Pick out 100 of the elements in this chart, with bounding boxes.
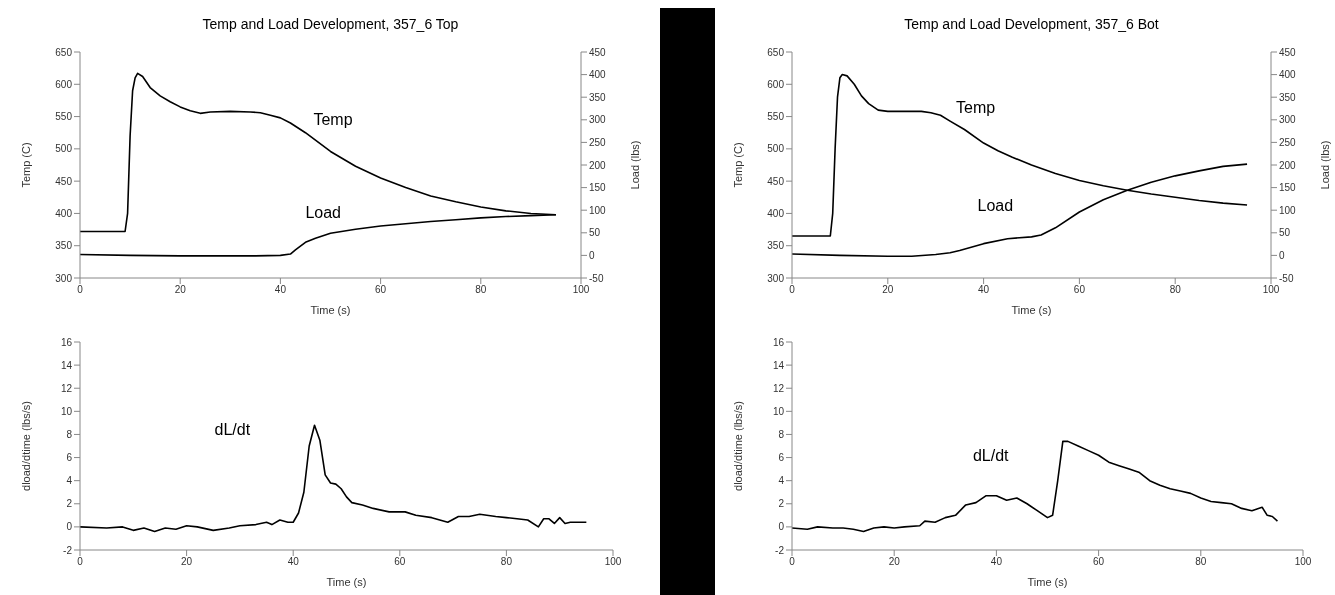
x-tick-label: 60 [375,284,387,296]
x-axis-title: Time (s) [310,304,351,316]
y-tick-label: 10 [60,405,73,417]
x-tick-label: 20 [888,556,901,568]
y2-axis-title: Load (lbs) [1318,140,1331,190]
x-axis-title: Time (s) [326,576,367,588]
x-tick-label: 0 [77,284,84,296]
y-axis-title: dload/dtime (lbs/s) [19,401,32,491]
y2-tick-label: 0 [1279,249,1285,261]
y2-tick-label: 0 [589,249,595,261]
y-tick-label: 8 [66,428,73,440]
line-series [80,424,588,533]
x-tick-label: 0 [77,556,84,568]
y-tick-label: 650 [55,46,73,58]
series-label: Load [305,203,342,221]
series-label: Temp [956,99,996,117]
y2-tick-label: 450 [1279,46,1297,58]
y2-tick-label: 400 [1279,69,1297,81]
series-label: Load [977,196,1014,214]
x-tick-label: 20 [174,284,187,296]
y-axis-title: dload/dtime (lbs/s) [731,401,744,491]
y-tick-label: 4 [66,475,73,487]
x-tick-label: 60 [394,556,406,568]
x-tick-label: 80 [500,556,513,568]
line-series [792,440,1279,533]
y-tick-label: 550 [55,111,73,123]
y2-tick-label: 250 [589,136,607,148]
y-tick-label: 300 [55,272,73,284]
text: dL/dt [214,421,251,439]
x-tick-label: 20 [882,284,894,296]
y-tick-label: 4 [778,475,785,487]
y-tick-label: 14 [60,359,73,371]
y-tick-label: 10 [772,405,785,417]
y-tick-label: 12 [60,382,73,394]
y2-tick-label: 350 [589,91,607,103]
y2-axis-title: Load (lbs) [628,140,641,190]
x-tick-label: 60 [1093,556,1105,568]
chart-title: Temp and Load Development, 357_6 Bot [903,16,1160,32]
y2-tick-label: 300 [589,114,607,126]
y2-tick-label: -50 [1279,272,1294,284]
y-axis-title: Temp (C) [19,142,32,188]
y2-tick-label: 250 [1279,136,1297,148]
x-tick-label: 20 [181,556,193,568]
y2-tick-label: 50 [589,227,601,239]
y-tick-label: 350 [767,240,785,252]
y-tick-label: 600 [55,78,73,90]
x-tick-label: 40 [978,284,990,296]
x-tick-label: 0 [789,284,796,296]
y-tick-label: 400 [55,207,73,219]
x-axis-title: Time (s) [1011,304,1052,316]
y2-tick-label: 100 [589,204,607,216]
y-tick-label: 300 [767,272,785,284]
y2-tick-label: 450 [589,46,607,58]
y-tick-label: 600 [767,78,785,90]
x-axis-title: Time (s) [1027,576,1068,588]
y-tick-label: 400 [767,207,785,219]
y-tick-label: 350 [55,240,73,252]
y2-tick-label: -50 [589,272,604,284]
y2-tick-label: 150 [589,182,607,194]
y-tick-label: 450 [55,175,73,187]
y-tick-label: 2 [66,498,73,510]
y-axis-title: Temp (C) [731,142,744,188]
y-tick-label: 0 [66,521,73,533]
y2-tick-label: 400 [589,69,607,81]
y-tick-label: 6 [778,452,785,464]
y-tick-label: 16 [60,336,73,348]
x-tick-label: 100 [604,556,622,568]
y-tick-label: 16 [772,336,785,348]
series-label: Temp [313,110,353,128]
y-tick-label: -2 [63,544,73,556]
y2-tick-label: 200 [1279,159,1297,171]
y-tick-label: 550 [767,111,785,123]
x-tick-label: 60 [1073,284,1086,296]
x-tick-label: 80 [1169,284,1182,296]
y-tick-label: 12 [772,382,785,394]
y2-tick-label: 150 [1279,182,1297,194]
chart-title: Temp and Load Development, 357_6 Top [201,16,460,32]
y-tick-label: 650 [767,46,785,58]
y-tick-label: 500 [55,143,73,155]
x-tick-label: 100 [572,284,590,296]
y-tick-label: 500 [767,143,785,155]
text: dL/dt [972,447,1010,465]
y-tick-label: -2 [775,544,785,556]
x-tick-label: 40 [287,556,300,568]
y2-tick-label: 350 [1279,91,1297,103]
y-tick-label: 2 [778,498,785,510]
y2-tick-label: 100 [1279,204,1297,216]
x-tick-label: 0 [789,556,796,568]
y-tick-label: 450 [767,175,785,187]
y-tick-label: 14 [772,359,785,371]
y2-tick-label: 300 [1279,114,1297,126]
y2-tick-label: 200 [589,159,607,171]
x-tick-label: 40 [990,556,1003,568]
y-tick-label: 6 [66,452,73,464]
x-tick-label: 100 [1294,556,1312,568]
x-tick-label: 40 [274,284,287,296]
y-tick-label: 0 [778,521,785,533]
x-tick-label: 80 [475,284,487,296]
x-tick-label: 80 [1195,556,1207,568]
y-tick-label: 8 [778,428,785,440]
